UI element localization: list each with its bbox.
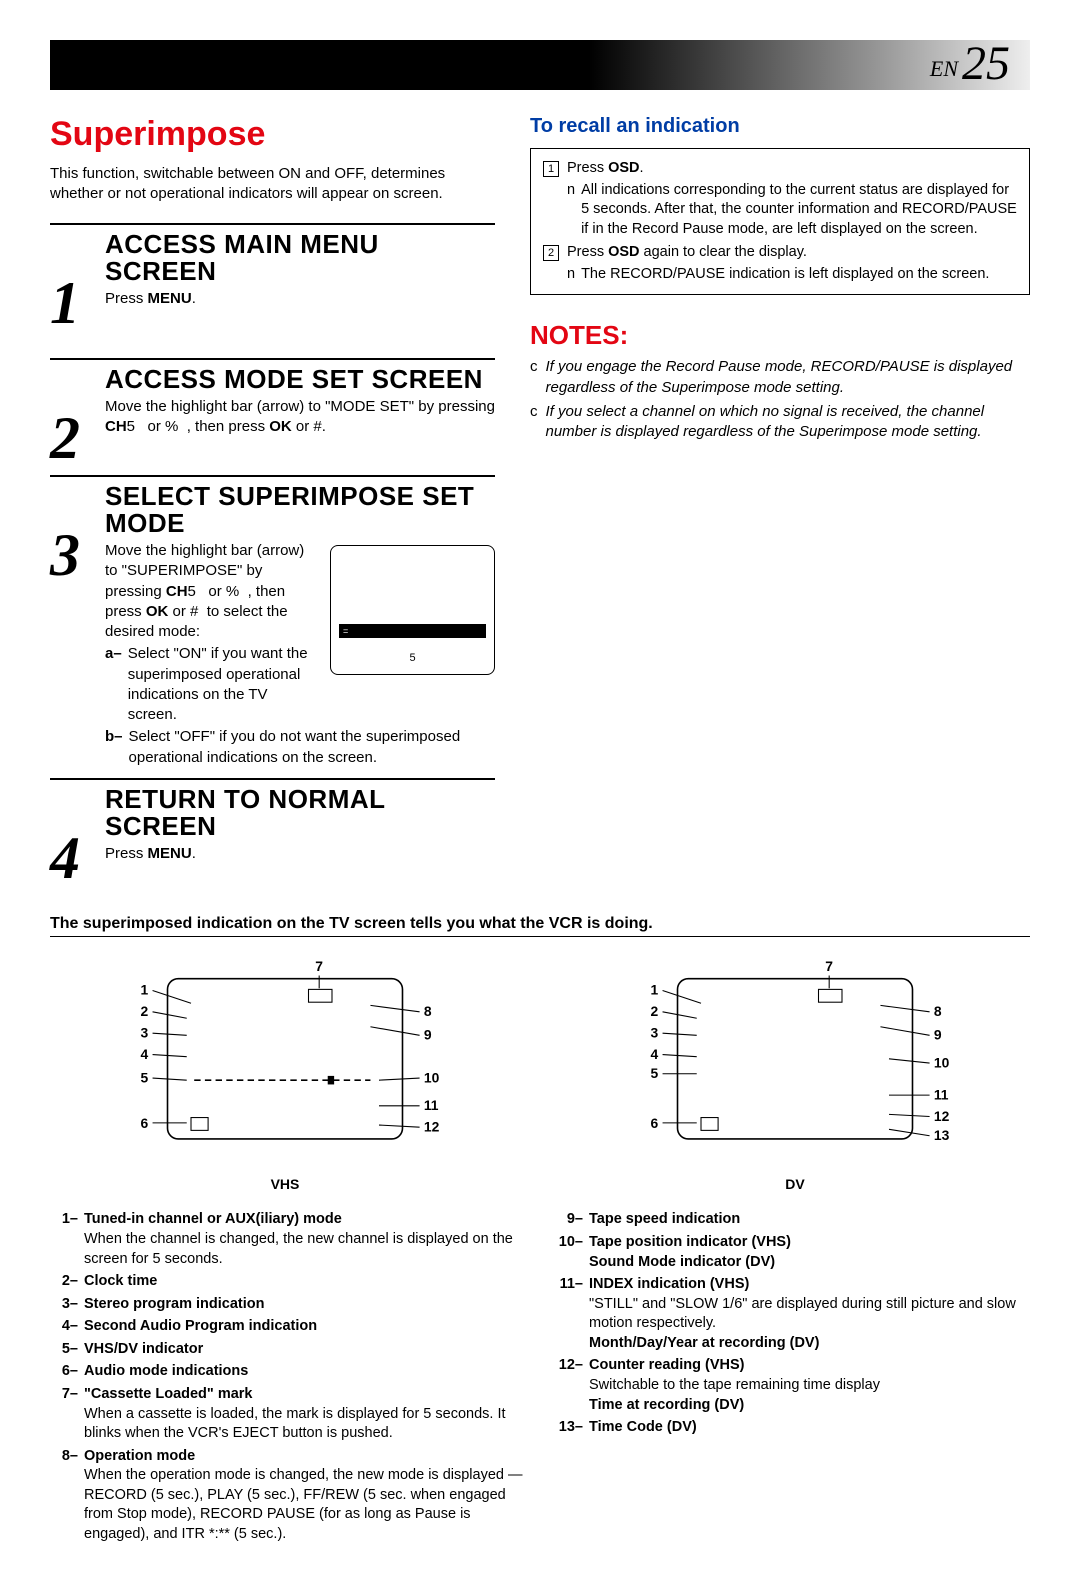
dv-diagram: 1 2 3 4 5 6 7 8 9 10 11 12 13	[560, 952, 1030, 1166]
svg-text:1: 1	[651, 982, 659, 998]
recall-step-2-text: Press OSD again to clear the display.	[567, 243, 807, 263]
legend-item: 11–INDEX indication (VHS)"STILL" and "SL…	[555, 1275, 1030, 1353]
svg-text:3: 3	[141, 1024, 149, 1040]
legend-item: 6–Audio mode indications	[50, 1362, 525, 1382]
dv-label: DV	[560, 1176, 1030, 1192]
legend-item: 8–Operation modeWhen the operation mode …	[50, 1447, 525, 1545]
recall-step-2-num: 2	[543, 245, 559, 261]
recall-step-1-bullet: n All indications corresponding to the c…	[567, 181, 1017, 240]
svg-text:9: 9	[934, 1026, 942, 1042]
left-column: Superimpose This function, switchable be…	[50, 115, 495, 885]
legend-item: 2–Clock time	[50, 1272, 525, 1292]
svg-text:7: 7	[315, 958, 323, 974]
svg-text:9: 9	[424, 1026, 432, 1042]
svg-text:5: 5	[651, 1065, 659, 1081]
note-2: c If you select a channel on which no si…	[530, 402, 1030, 443]
step-1-number: 1	[50, 276, 105, 330]
svg-text:6: 6	[141, 1115, 149, 1131]
legend-left: 1–Tuned-in channel or AUX(iliary) modeWh…	[50, 1210, 525, 1547]
recall-step-1-text: Press OSD.	[567, 159, 644, 179]
svg-text:2: 2	[651, 1003, 659, 1019]
step-4: 4 RETURN TO NORMAL SCREEN Press MENU.	[50, 778, 495, 885]
step-4-text: Press MENU.	[105, 844, 495, 864]
step-2-number: 2	[50, 411, 105, 465]
tv-highlight-bar: =	[339, 624, 486, 638]
tv-menu-number: 5	[409, 652, 415, 664]
step-3-sub-a: a– Select "ON" if you want the superimpo…	[105, 644, 320, 725]
svg-text:4: 4	[141, 1046, 149, 1062]
dv-diagram-wrap: 1 2 3 4 5 6 7 8 9 10 11 12 13	[560, 952, 1030, 1193]
tv-screen-diagram: = 5	[330, 545, 495, 675]
page-header: EN 25	[50, 40, 1030, 90]
step-2-text: Move the highlight bar (arrow) to "MODE …	[105, 397, 495, 438]
legend-right: 9–Tape speed indication 10–Tape position …	[555, 1210, 1030, 1547]
svg-text:8: 8	[934, 1003, 942, 1019]
svg-text:4: 4	[651, 1046, 659, 1062]
svg-text:13: 13	[934, 1127, 950, 1143]
notes-heading: NOTES:	[530, 320, 1030, 351]
step-2-title: ACCESS MODE SET SCREEN	[105, 366, 495, 393]
svg-text:12: 12	[934, 1108, 950, 1124]
svg-text:11: 11	[424, 1097, 439, 1113]
section-title: Superimpose	[50, 115, 495, 154]
svg-text:12: 12	[424, 1118, 440, 1134]
bottom-section: The superimposed indication on the TV sc…	[50, 915, 1030, 1548]
step-4-title: RETURN TO NORMAL SCREEN	[105, 786, 495, 841]
step-3-text: Move the highlight bar (arrow) to "SUPER…	[105, 541, 320, 642]
step-3: 3 SELECT SUPERIMPOSE SET MODE Move the h…	[50, 475, 495, 768]
recall-step-1-num: 1	[543, 161, 559, 177]
recall-step-2-bullet: n The RECORD/PAUSE indication is left di…	[567, 265, 1017, 285]
diagrams-row: 1 2 3 4 5 6 7 8 9 10 11 12	[50, 952, 1030, 1193]
vhs-label: VHS	[50, 1176, 520, 1192]
step-1-title: ACCESS MAIN MENU SCREEN	[105, 231, 495, 286]
recall-heading: To recall an indication	[530, 115, 1030, 138]
bottom-heading: The superimposed indication on the TV sc…	[50, 915, 1030, 937]
legend-columns: 1–Tuned-in channel or AUX(iliary) modeWh…	[50, 1210, 1030, 1547]
step-3-title: SELECT SUPERIMPOSE SET MODE	[105, 483, 495, 538]
legend-item: 1–Tuned-in channel or AUX(iliary) modeWh…	[50, 1210, 525, 1269]
recall-box: 1 Press OSD. n All indications correspon…	[530, 148, 1030, 295]
page-prefix: EN	[930, 56, 958, 82]
svg-text:10: 10	[934, 1054, 950, 1070]
note-1: c If you engage the Record Pause mode, R…	[530, 357, 1030, 398]
svg-text:2: 2	[141, 1003, 149, 1019]
right-column: To recall an indication 1 Press OSD. n A…	[530, 115, 1030, 885]
step-2: 2 ACCESS MODE SET SCREEN Move the highli…	[50, 358, 495, 465]
svg-text:3: 3	[651, 1024, 659, 1040]
vhs-diagram-wrap: 1 2 3 4 5 6 7 8 9 10 11 12	[50, 952, 520, 1193]
svg-text:10: 10	[424, 1069, 440, 1085]
vhs-diagram: 1 2 3 4 5 6 7 8 9 10 11 12	[50, 952, 520, 1166]
step-3-sub-b: b– Select "OFF" if you do not want the s…	[105, 727, 495, 768]
legend-item: 9–Tape speed indication	[555, 1210, 1030, 1230]
legend-item: 10–Tape position indicator (VHS)Sound Mo…	[555, 1233, 1030, 1272]
step-1: 1 ACCESS MAIN MENU SCREEN Press MENU.	[50, 223, 495, 330]
svg-text:6: 6	[651, 1115, 659, 1131]
svg-text:7: 7	[825, 958, 833, 974]
step-3-number: 3	[50, 528, 105, 768]
svg-text:11: 11	[934, 1086, 949, 1102]
legend-item: 5–VHS/DV indicator	[50, 1340, 525, 1360]
main-columns: Superimpose This function, switchable be…	[50, 115, 1030, 885]
intro-text: This function, switchable between ON and…	[50, 164, 495, 205]
svg-text:5: 5	[141, 1069, 149, 1085]
legend-item: 3–Stereo program indication	[50, 1295, 525, 1315]
recall-step-1: 1 Press OSD.	[543, 159, 1017, 179]
legend-item: 4–Second Audio Program indication	[50, 1317, 525, 1337]
step-1-text: Press MENU.	[105, 289, 495, 309]
legend-item: 13–Time Code (DV)	[555, 1418, 1030, 1438]
svg-text:8: 8	[424, 1003, 432, 1019]
recall-step-2: 2 Press OSD again to clear the display.	[543, 243, 1017, 263]
legend-item: 12–Counter reading (VHS)Switchable to th…	[555, 1356, 1030, 1415]
page-number: 25	[962, 40, 1010, 88]
step-4-number: 4	[50, 831, 105, 885]
svg-text:1: 1	[141, 982, 149, 998]
legend-item: 7–"Cassette Loaded" markWhen a cassette …	[50, 1385, 525, 1444]
